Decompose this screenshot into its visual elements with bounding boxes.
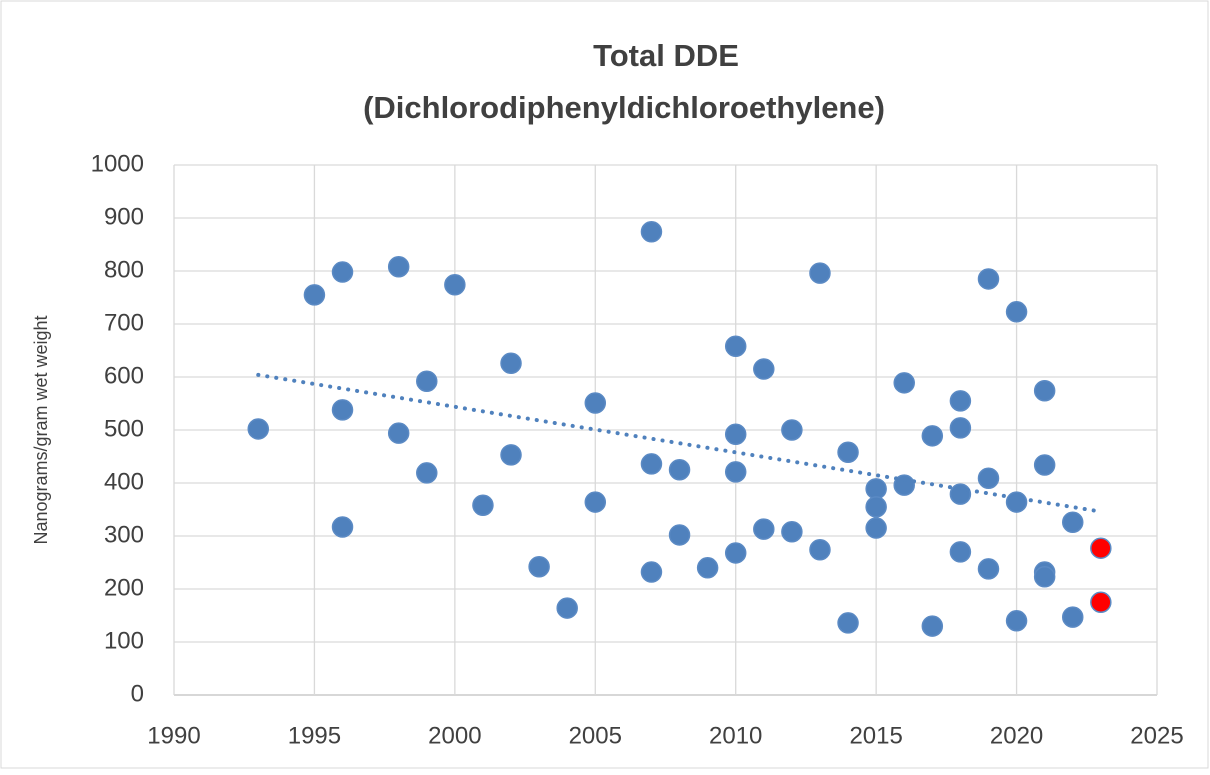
data-point xyxy=(1033,566,1056,588)
data-point xyxy=(921,615,944,637)
x-tick-label: 2015 xyxy=(849,722,902,749)
y-tick-label: 200 xyxy=(104,574,144,601)
data-point xyxy=(865,496,887,518)
data-point xyxy=(668,459,691,481)
y-tick-label: 500 xyxy=(104,415,144,442)
y-axis-label: Nanograms/gram wet weight xyxy=(31,315,51,544)
y-tick-label: 100 xyxy=(104,627,144,654)
data-point xyxy=(893,372,915,394)
data-point xyxy=(809,262,831,284)
data-point xyxy=(837,441,859,464)
data-point xyxy=(247,418,270,440)
x-tick-label: 2010 xyxy=(709,722,762,749)
data-point xyxy=(977,558,1000,580)
data-point xyxy=(1090,591,1112,613)
data-point xyxy=(331,261,354,283)
data-point xyxy=(949,483,972,505)
data-point xyxy=(1061,511,1084,533)
data-point xyxy=(724,461,747,483)
data-point xyxy=(387,256,410,278)
data-point xyxy=(640,453,663,475)
chart-title: (Dichlorodiphenyldichloroethylene) xyxy=(363,90,885,125)
data-point xyxy=(416,462,438,484)
y-tick-label: 300 xyxy=(104,521,144,548)
data-point xyxy=(1090,537,1112,559)
data-point xyxy=(837,612,859,634)
data-point xyxy=(724,542,747,564)
data-point xyxy=(444,274,466,296)
data-point xyxy=(1005,301,1028,323)
x-tick-label: 2005 xyxy=(569,722,622,749)
data-point xyxy=(556,597,578,619)
data-point xyxy=(668,524,691,546)
data-point xyxy=(949,417,972,439)
data-point xyxy=(500,444,522,466)
data-point xyxy=(640,221,663,243)
data-point xyxy=(584,392,607,414)
data-point xyxy=(724,423,747,445)
trend-line xyxy=(256,372,1103,514)
chart-title: Total DDE xyxy=(593,38,739,73)
data-point xyxy=(977,467,1000,489)
y-tick-label: 0 xyxy=(131,680,144,707)
y-tick-label: 800 xyxy=(104,256,144,283)
data-point xyxy=(1033,380,1056,402)
x-tick-label: 2000 xyxy=(428,722,481,749)
data-point xyxy=(387,422,410,444)
data-point xyxy=(1005,610,1028,632)
y-tick-label: 400 xyxy=(104,468,144,495)
x-tick-label: 2020 xyxy=(990,722,1043,749)
data-point xyxy=(528,555,550,578)
y-tick-label: 600 xyxy=(104,362,144,389)
data-point xyxy=(1005,491,1028,513)
data-point xyxy=(865,517,887,539)
data-point xyxy=(500,352,522,374)
data-point xyxy=(809,539,831,561)
data-point xyxy=(753,358,775,380)
data-point xyxy=(865,478,887,500)
data-point xyxy=(640,561,663,583)
data-point xyxy=(1061,606,1084,628)
y-tick-label: 700 xyxy=(104,309,144,336)
data-point xyxy=(472,494,494,517)
data-point xyxy=(1033,454,1056,476)
data-point xyxy=(303,284,326,306)
data-point xyxy=(753,518,775,540)
data-point xyxy=(949,541,972,563)
data-point xyxy=(781,521,803,543)
data-point xyxy=(416,370,438,392)
x-tick-label: 2025 xyxy=(1130,722,1183,749)
x-tick-label: 1995 xyxy=(288,722,341,749)
data-point xyxy=(696,557,719,579)
data-point xyxy=(781,419,803,441)
y-tick-label: 1000 xyxy=(91,150,144,177)
y-tick-label: 900 xyxy=(104,203,144,230)
data-point xyxy=(921,425,944,447)
data-point xyxy=(893,474,915,496)
data-point xyxy=(331,516,354,538)
data-point xyxy=(977,268,1000,290)
data-point xyxy=(949,390,972,412)
data-point xyxy=(724,335,747,358)
data-point xyxy=(584,491,607,513)
x-tick-label: 1990 xyxy=(147,722,200,749)
data-point xyxy=(331,399,354,421)
